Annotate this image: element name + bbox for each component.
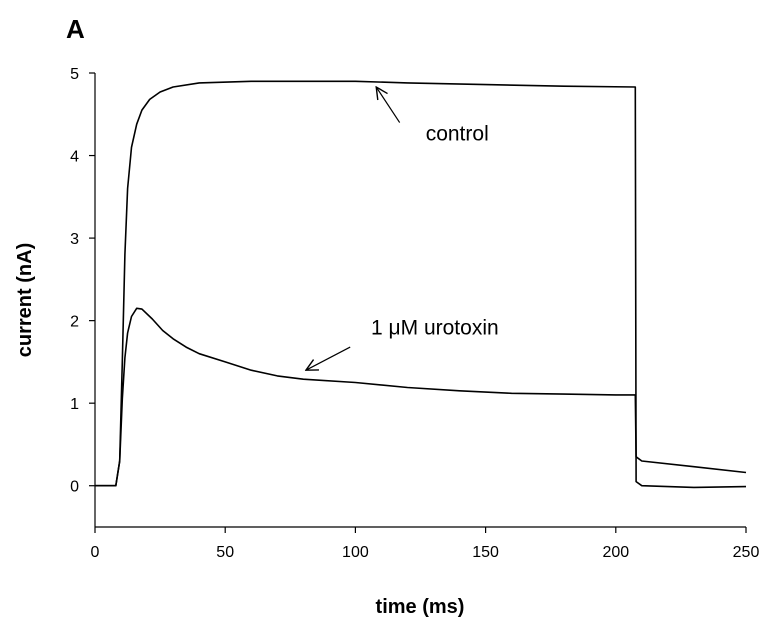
series-line-1 bbox=[95, 80, 747, 489]
y-tick-label: 3 bbox=[70, 231, 79, 248]
x-axis-title: time (ms) bbox=[376, 596, 465, 618]
series-group bbox=[95, 80, 747, 489]
y-tick-label: 5 bbox=[70, 66, 79, 83]
panel-label: A bbox=[66, 14, 85, 44]
y-tick-label: 2 bbox=[70, 314, 79, 331]
axes bbox=[94, 73, 746, 528]
y-axis-ticks: 0 1 2 3 4 5 bbox=[70, 66, 95, 496]
annotation-label: 1 μM urotoxin bbox=[371, 317, 499, 340]
y-tick-label: 4 bbox=[70, 149, 79, 166]
series-line-2 bbox=[95, 307, 747, 487]
annotation-arrow bbox=[306, 346, 351, 370]
annotations: control 1 μM urotoxin bbox=[306, 87, 499, 370]
y-tick-label: 1 bbox=[70, 396, 79, 413]
x-tick-label: 250 bbox=[733, 544, 760, 561]
x-tick-label: 150 bbox=[472, 544, 499, 561]
x-tick-label: 200 bbox=[602, 544, 629, 561]
x-tick-label: 0 bbox=[91, 544, 100, 561]
x-axis-ticks: 0 50 100 150 200 250 bbox=[91, 527, 760, 561]
y-tick-label: 0 bbox=[70, 479, 79, 496]
x-tick-label: 100 bbox=[342, 544, 369, 561]
annotation-arrow bbox=[376, 87, 401, 123]
annotation-label: control bbox=[426, 123, 489, 146]
x-tick-label: 50 bbox=[216, 544, 234, 561]
y-axis-title: current (nA) bbox=[14, 243, 36, 357]
